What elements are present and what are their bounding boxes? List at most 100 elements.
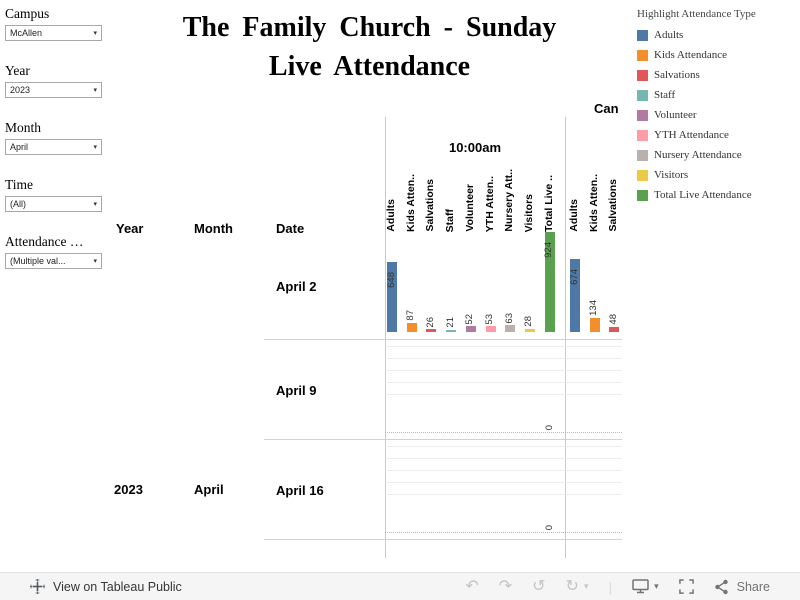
title-line-2: Live Attendance [268, 51, 471, 83]
bar-total-live[interactable] [544, 232, 555, 332]
month-pane-label[interactable]: April [194, 482, 224, 497]
toolbar-separator: | [608, 578, 613, 595]
dashboard-title: The Family Church - Sunday Live Attendan… [112, 8, 627, 86]
toolbar-more-caret-icon[interactable]: ▾ [583, 581, 589, 591]
refresh-icon[interactable]: ↻ [565, 577, 579, 595]
legend-item-label: Salvations [654, 69, 700, 81]
measure-label-salvations[interactable]: Salvations [424, 179, 437, 232]
filter-dropdown-time[interactable]: (All) ▾ [5, 196, 102, 212]
measure-label-visitors[interactable]: Visitors [522, 193, 535, 232]
bar-value-label: 87 [405, 310, 417, 321]
row-header-year: Year [116, 221, 144, 236]
fullscreen-icon[interactable] [678, 579, 694, 594]
legend-item-staff[interactable]: Staff [637, 85, 799, 105]
legend-item-salvations[interactable]: Salvations [637, 65, 799, 85]
bar-visitors[interactable] [524, 328, 535, 332]
legend-item-volunteer[interactable]: Volunteer [637, 105, 799, 125]
bar-value-label: 674 [568, 269, 580, 286]
grid-line [385, 494, 622, 495]
filter-dropdown-month[interactable]: April ▾ [5, 139, 102, 155]
filter-group-month: Month April ▾ [5, 119, 107, 155]
filter-value: April [10, 142, 29, 152]
tableau-logo-icon [30, 579, 45, 594]
bar-adults[interactable] [570, 259, 580, 332]
bar-yth-atten[interactable] [485, 326, 496, 332]
legend-swatch [637, 129, 648, 141]
chevron-down-icon: ▾ [93, 87, 97, 94]
legend-item-visitors[interactable]: Visitors [637, 165, 799, 185]
legend-item-label: Volunteer [654, 109, 697, 121]
date-row-header-april-9[interactable]: April 9 [276, 383, 317, 398]
legend-items: Adults Kids Attendance Salvations Staff Volu… [637, 25, 799, 205]
view-on-tableau-link[interactable]: View on Tableau Public [53, 579, 182, 594]
column-group-header-1[interactable]: 10:00am [448, 140, 502, 155]
filter-value: McAllen [10, 28, 43, 38]
bar-kids-atten[interactable] [589, 317, 600, 332]
filter-dropdown-year[interactable]: 2023 ▾ [5, 82, 102, 98]
redo-icon[interactable]: ↷ [498, 577, 513, 595]
measure-label-adults[interactable]: Adults [568, 199, 580, 232]
bar-kids-atten[interactable] [406, 322, 417, 332]
legend-item-adults[interactable]: Adults [637, 25, 799, 45]
undo-icon[interactable]: ↶ [465, 577, 479, 595]
legend-swatch [637, 49, 648, 61]
zero-value-label: 0 [543, 524, 555, 530]
legend-swatch [637, 149, 648, 161]
date-row-header-april-2[interactable]: April 2 [276, 279, 317, 294]
legend-item-label: Adults [654, 29, 684, 41]
bar-volunteer[interactable] [465, 326, 476, 332]
legend-item-kids-attendance[interactable]: Kids Attendance [637, 45, 799, 65]
display-size-caret-icon[interactable]: ▾ [654, 581, 659, 591]
bar-adults[interactable] [387, 261, 397, 332]
chevron-down-icon: ▾ [93, 30, 97, 37]
filter-label-attendance: Attendance … [5, 234, 84, 249]
measure-label-adults[interactable]: Adults [385, 199, 397, 232]
measure-label-yth-atten[interactable]: YTH Atten.. [483, 175, 496, 232]
filter-dropdown-campus[interactable]: McAllen ▾ [5, 25, 102, 41]
title-line-1: The Family Church - Sunday [182, 12, 557, 43]
bar-nursery-att[interactable] [505, 325, 516, 332]
bar-value-label: 924 [543, 242, 555, 258]
measure-label-total-live[interactable]: Total Live .. [542, 175, 555, 232]
measure-label-nursery-att[interactable]: Nursery Att.. [503, 169, 516, 232]
bar-value-label: 53 [484, 313, 495, 325]
date-row-header-april-16[interactable]: April 16 [276, 483, 324, 498]
measure-labels: Adults Kids Atten.. Salvations Staff Volunte… [385, 112, 625, 232]
zero-axis-line [385, 532, 622, 533]
bar-salvations[interactable] [609, 326, 620, 332]
legend-item-total-live-attendance[interactable]: Total Live Attendance [637, 185, 799, 205]
zero-axis-line [385, 432, 622, 433]
chart-row-april-9: 0 [385, 340, 622, 440]
revert-icon[interactable]: ↺ [532, 577, 546, 595]
grid-line [385, 458, 622, 459]
filter-dropdown-attendance[interactable]: (Multiple val... ▾ [5, 253, 102, 269]
legend-item-label: Visitors [654, 169, 689, 181]
legend-title: Highlight Attendance Type [637, 8, 756, 20]
pane-divider-middle [565, 117, 566, 558]
chart-row-april-2: 648 87 26 21 52 53 63 28 924 674 134 48 [385, 232, 622, 340]
zero-value-label: 0 [543, 424, 555, 430]
filter-label-year: Year [5, 63, 30, 78]
attendance-type-legend: Highlight Attendance Type Adults Kids Att… [637, 8, 799, 205]
legend-item-label: Total Live Attendance [654, 189, 752, 201]
display-size-icon[interactable] [632, 579, 649, 594]
column-group-header-2[interactable]: Can [594, 101, 619, 116]
measure-label-staff[interactable]: Staff [444, 208, 457, 232]
year-pane-label[interactable]: 2023 [114, 482, 143, 497]
bar-value-label: 648 [385, 272, 397, 288]
share-label[interactable]: Share [736, 579, 770, 594]
bar-salvations[interactable] [426, 329, 437, 332]
legend-item-nursery-attendance[interactable]: Nursery Attendance [637, 145, 799, 165]
measure-label-kids-atten[interactable]: Kids Atten.. [587, 174, 600, 232]
legend-item-yth-attendance[interactable]: YTH Attendance [637, 125, 799, 145]
measure-label-kids-atten[interactable]: Kids Atten.. [404, 174, 417, 232]
grid-line [385, 394, 622, 395]
measure-label-volunteer[interactable]: Volunteer [463, 184, 476, 232]
legend-swatch [637, 89, 648, 101]
bar-staff[interactable] [446, 329, 457, 332]
share-icon[interactable] [714, 579, 729, 595]
legend-swatch [637, 169, 648, 181]
footer-toolbar: View on Tableau Public ↶ ↷ ↺ ↻ ▾ | ▾ [0, 572, 800, 600]
chevron-down-icon: ▾ [93, 144, 97, 151]
measure-label-salvations[interactable]: Salvations [607, 179, 620, 232]
